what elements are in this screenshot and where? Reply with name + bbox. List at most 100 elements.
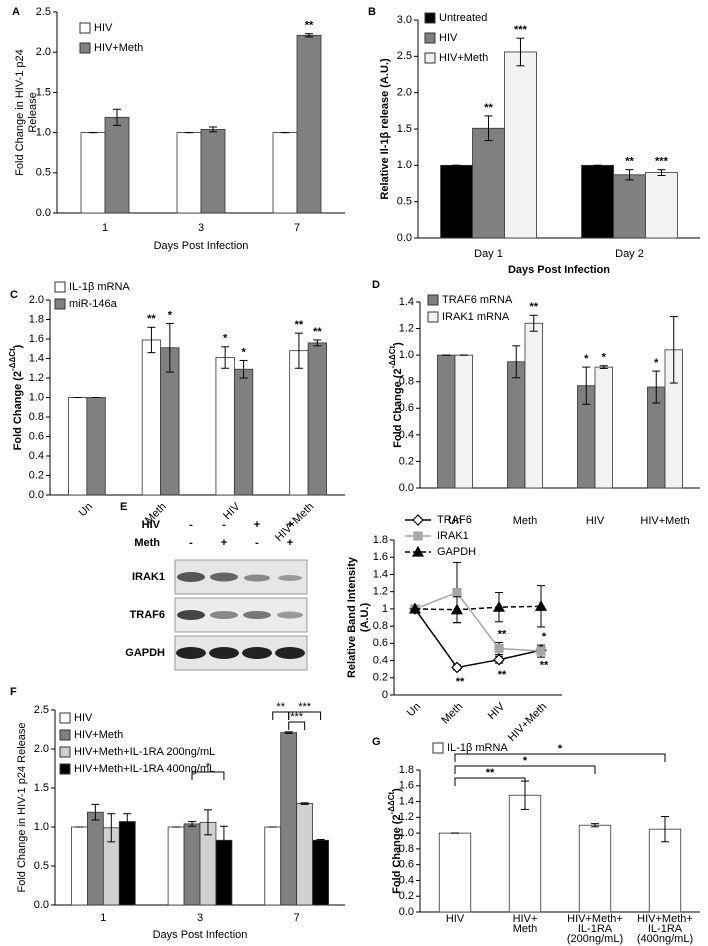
y-tick-label: 0.2 xyxy=(399,890,414,902)
y-tick-label: 1.5 xyxy=(36,86,51,98)
y-axis-label: Fold Change (2-ΔΔCt) xyxy=(388,342,404,448)
significance: * xyxy=(654,357,659,369)
panel-letter: G xyxy=(372,736,381,748)
y-axis-label-suffix: ) xyxy=(391,788,403,792)
bar xyxy=(594,366,613,489)
y-tick-label: 1.0 xyxy=(399,349,414,361)
legend-marker xyxy=(413,531,423,541)
y-tick-label: 0.0 xyxy=(36,207,51,219)
y-tick-label: 0 xyxy=(382,689,388,701)
y-tick-label: 1.6 xyxy=(373,551,388,563)
y-tick-label: 2.0 xyxy=(36,46,51,58)
error-bar xyxy=(661,816,669,843)
y-tick-label: 0.2 xyxy=(373,672,388,684)
line xyxy=(414,605,542,611)
x-tick-label-line: HIV+Meth+ xyxy=(567,913,623,925)
y-tick-label: 1.2 xyxy=(399,811,414,823)
line xyxy=(414,591,542,652)
bar xyxy=(86,811,104,906)
x-tick-label: 3 xyxy=(198,222,204,234)
condition-sign: - xyxy=(189,519,193,531)
panel-letter: C xyxy=(10,289,18,301)
bar xyxy=(280,732,298,906)
y-tick-label: 0.4 xyxy=(29,450,44,462)
y-axis-label: Fold Change in HIV-1 p24Release xyxy=(14,49,39,176)
y-tick-label: 1.0 xyxy=(36,127,51,139)
error-bar xyxy=(652,370,661,404)
condition-sign: + xyxy=(221,537,227,549)
y-tick-label: 0.0 xyxy=(399,906,414,918)
band xyxy=(177,610,205,620)
y-axis-label: Fold Change in HIV-1 p24 Release xyxy=(16,723,28,893)
y-tick-label: 2.0 xyxy=(397,87,412,99)
panel-letter: E xyxy=(120,501,127,513)
bar xyxy=(472,127,505,239)
y-tick-label: 1.0 xyxy=(397,159,412,171)
significance: ** xyxy=(486,767,495,779)
legend-label: IRAK1 xyxy=(437,530,469,542)
band xyxy=(275,647,305,659)
bar xyxy=(86,397,106,496)
y-axis-label-line: Relative Band Intensity xyxy=(346,556,358,678)
x-tick-label: HIV xyxy=(586,515,605,527)
significance: * xyxy=(602,352,607,364)
band xyxy=(277,611,303,619)
y-tick-label: 1.5 xyxy=(397,123,412,135)
error-bar xyxy=(294,332,303,369)
panel-letter: B xyxy=(368,6,376,18)
significance: *** xyxy=(290,711,304,723)
y-axis-label: Fold Change (2-ΔΔCt) xyxy=(8,344,24,450)
y-tick-label: 1.2 xyxy=(399,322,414,334)
error-bar xyxy=(300,802,309,805)
significance: *** xyxy=(655,156,669,168)
significance: *** xyxy=(514,24,528,36)
x-tick-label: Un xyxy=(448,515,462,527)
x-tick-label: 3 xyxy=(197,912,203,924)
legend-swatch xyxy=(427,294,439,306)
bar xyxy=(578,824,612,913)
legend-label: GAPDH xyxy=(437,546,476,558)
error-bar xyxy=(591,823,599,828)
legend-swatch xyxy=(54,298,66,310)
error-bar xyxy=(221,346,230,369)
marker xyxy=(494,643,504,654)
bar xyxy=(307,342,327,496)
bar xyxy=(645,172,678,239)
significance: * xyxy=(584,353,589,365)
y-axis-label-line: (A.U.) xyxy=(359,603,371,633)
x-tick-label-line: (200ng/mL) xyxy=(567,933,623,945)
condition-sign: + xyxy=(287,537,293,549)
band xyxy=(242,647,272,659)
y-tick-label: 1.4 xyxy=(399,296,414,308)
x-tick-label: Meth xyxy=(513,515,537,527)
y-axis-label: Relative Band Intensity(A.U.) xyxy=(346,556,371,678)
bar xyxy=(289,350,309,496)
legend-swatch xyxy=(424,32,436,44)
y-tick-label: 1.8 xyxy=(399,764,414,776)
x-tick-label-line: (400ng/mL) xyxy=(637,933,693,945)
significance: ** xyxy=(276,701,285,713)
legend-swatch xyxy=(59,746,71,758)
x-axis-label: Days Post Infection xyxy=(154,240,249,252)
significance: * xyxy=(206,761,211,773)
y-tick-label: 0.8 xyxy=(29,411,44,423)
y-tick-label: 0.5 xyxy=(36,167,51,179)
error-bar xyxy=(625,169,634,181)
y-tick-label: 0.8 xyxy=(373,620,388,632)
error-bar xyxy=(113,108,121,126)
significance: ** xyxy=(313,326,322,338)
error-bar xyxy=(284,731,293,734)
band xyxy=(210,611,238,619)
x-tick-label: Day 1 xyxy=(474,248,503,260)
error-bar xyxy=(529,314,538,332)
band xyxy=(209,647,239,659)
significance-bracket xyxy=(454,765,596,774)
legend-swatch xyxy=(432,742,444,754)
y-tick-label: 0.4 xyxy=(373,654,388,666)
error-bar xyxy=(203,809,212,836)
bar xyxy=(524,322,543,489)
x-tick-label: HIV+Meth+ IL-1RA (400ng/mL) xyxy=(637,913,693,945)
condition-sign: + xyxy=(254,519,260,531)
y-tick-label: 1.0 xyxy=(29,391,44,403)
bar xyxy=(200,128,226,214)
